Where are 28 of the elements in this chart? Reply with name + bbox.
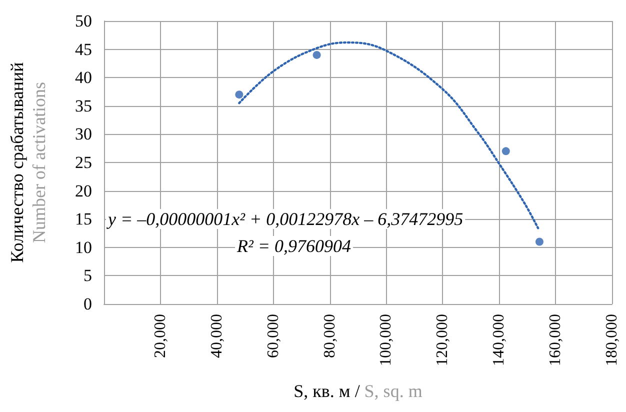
x-tick-label: 140,000 <box>490 314 508 366</box>
point <box>312 50 321 59</box>
point <box>502 147 510 156</box>
point <box>535 238 544 246</box>
x-axis-title: S, кв. м / S, sq. m <box>294 381 422 401</box>
y-tick-label: 50 <box>75 12 92 30</box>
y-axis-title: Количество срабатываний Number of activations <box>7 62 49 263</box>
y-tick-label: 10 <box>75 238 92 257</box>
x-tick-label: 60,000 <box>264 314 282 358</box>
annotation: y = –0,00000001x² + 0,00122978x – 6,37472995 <box>106 209 464 229</box>
annotation: R² = 0,9760904 <box>236 236 352 256</box>
x-tick-label: 80,000 <box>321 314 338 358</box>
y-tick-label: 40 <box>75 68 92 88</box>
y-tick-label: 25 <box>75 153 92 172</box>
y-tick-label: 45 <box>75 40 92 59</box>
point <box>235 90 244 99</box>
x-tick-label: 180,000 <box>604 314 620 366</box>
y-tick-label: 30 <box>75 124 92 144</box>
y-tick-label: 20 <box>75 181 92 200</box>
x-tick-label: 20,000 <box>152 314 169 358</box>
y-tick-label: 35 <box>75 96 92 116</box>
x-tick-label: 100,000 <box>378 314 395 366</box>
x-tick-label: 160,000 <box>547 314 564 366</box>
y-tick-label: 15 <box>75 210 92 229</box>
y-tick-label: 0 <box>84 294 92 314</box>
y-tick-label: 5 <box>84 266 92 286</box>
x-tick-label: 40,000 <box>208 314 226 358</box>
x-tick-label: 120,000 <box>434 314 452 366</box>
